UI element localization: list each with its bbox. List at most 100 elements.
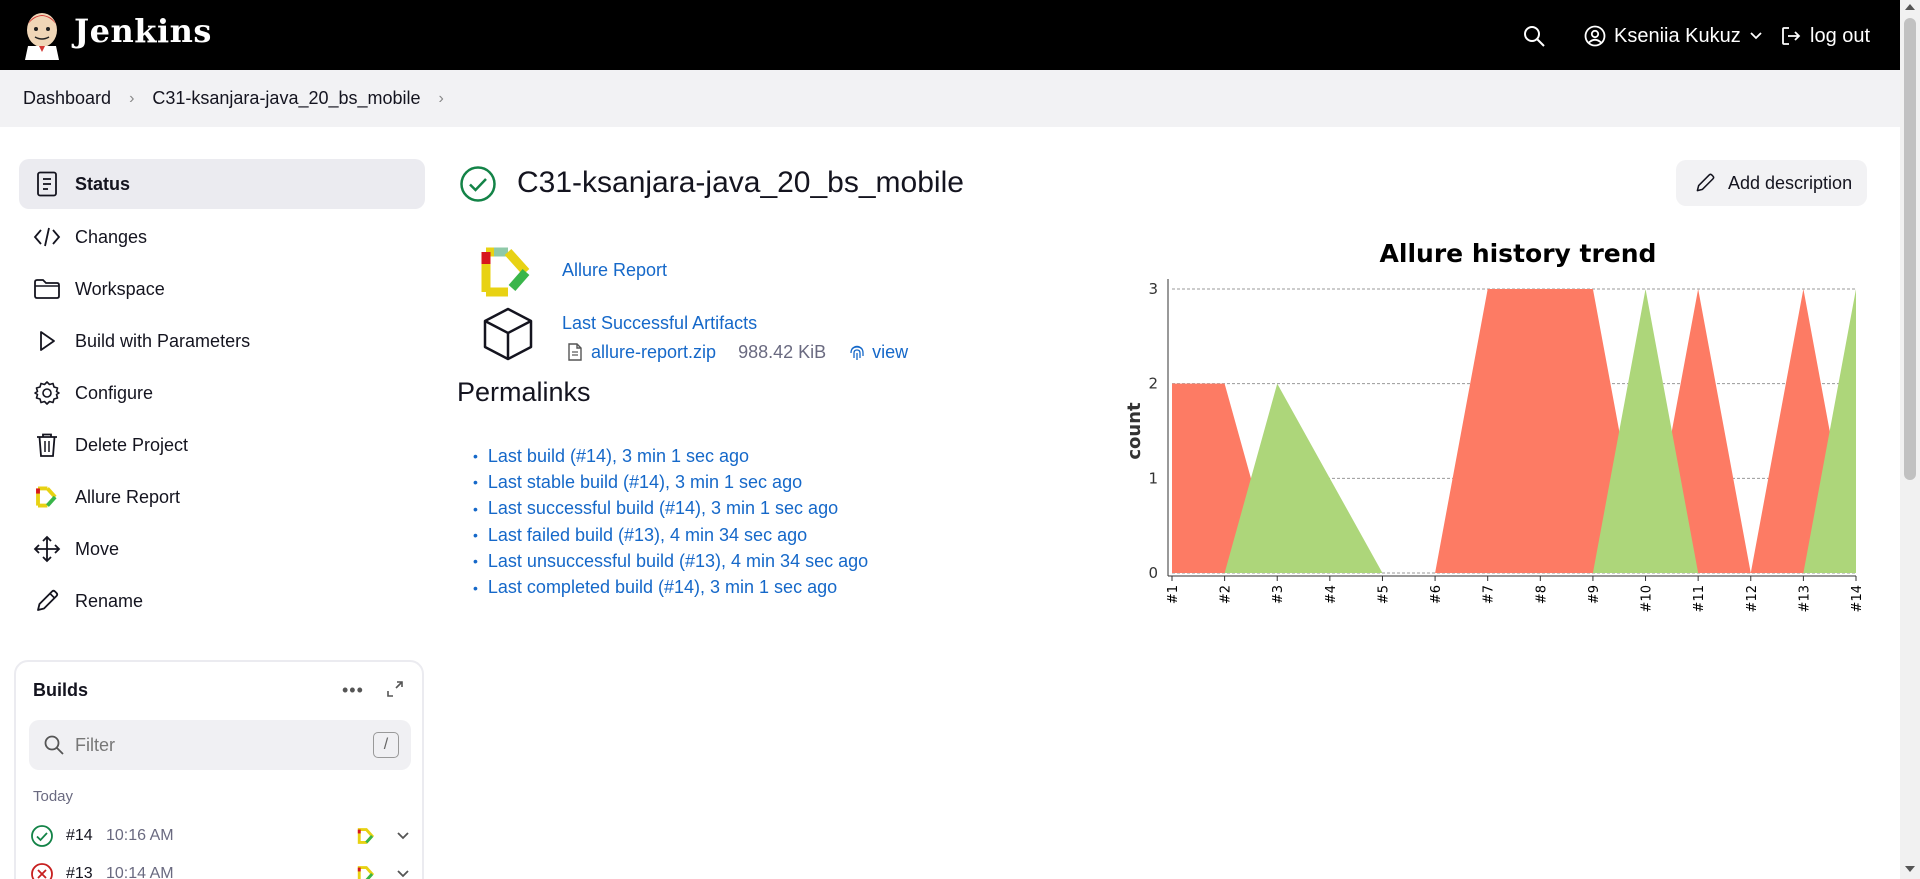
expand-icon[interactable] xyxy=(386,680,404,698)
package-icon xyxy=(483,307,533,361)
chevron-down-icon[interactable] xyxy=(396,867,410,879)
y-tick-label: 2 xyxy=(1148,375,1158,393)
sidebar-item-label: Workspace xyxy=(75,278,165,299)
sidebar-item-label: Delete Project xyxy=(75,434,189,455)
top-header: Jenkins Kseniia Kukuz log out xyxy=(0,0,1920,70)
code-icon xyxy=(33,223,61,251)
breadcrumb: Dashboard › C31-ksanjara-java_20_bs_mobi… xyxy=(0,70,1900,127)
page-title: C31-ksanjara-java_20_bs_mobile xyxy=(517,166,964,199)
sidebar-item-changes[interactable]: Changes xyxy=(19,212,425,262)
x-tick-label: #9 xyxy=(1587,585,1602,604)
permalink-last-failed-build[interactable]: Last failed build (#13), 4 min 34 sec ag… xyxy=(487,524,808,545)
y-tick-label: 0 xyxy=(1148,564,1158,582)
logout-button[interactable]: log out xyxy=(1780,22,1870,50)
breadcrumb-dashboard[interactable]: Dashboard xyxy=(23,88,112,108)
sidebar-item-allure-report[interactable]: Allure Report xyxy=(19,472,425,522)
sidebar-item-workspace[interactable]: Workspace xyxy=(19,264,425,314)
sidebar-item-label: Configure xyxy=(75,382,154,403)
chevron-right-icon[interactable]: › xyxy=(438,89,444,107)
x-tick-label: #4 xyxy=(1324,585,1339,604)
build-number[interactable]: #14 xyxy=(66,827,93,844)
last-successful-artifacts-link[interactable]: Last Successful Artifacts xyxy=(562,313,758,333)
builds-group-label: Today xyxy=(33,788,74,805)
allure-icon[interactable] xyxy=(356,827,376,845)
x-tick-label: #11 xyxy=(1692,585,1707,612)
y-tick-label: 1 xyxy=(1148,469,1158,487)
sidebar-item-build-with-parameters[interactable]: Build with Parameters xyxy=(19,316,425,366)
sidebar-item-label: Build with Parameters xyxy=(75,330,251,351)
builds-panel: Builds ••• / Today #14 10:16 AM #13 10:1… xyxy=(14,660,424,879)
add-description-button[interactable]: Add description xyxy=(1676,160,1867,206)
x-tick-label: #3 xyxy=(1271,585,1286,604)
page-scrollbar[interactable] xyxy=(1900,0,1920,879)
x-tick-label: #7 xyxy=(1482,585,1497,604)
artifact-link[interactable]: allure-report.zip xyxy=(591,341,717,362)
sidebar-item-rename[interactable]: Rename xyxy=(19,576,425,626)
build-number[interactable]: #13 xyxy=(66,865,93,879)
permalink-last-stable-build[interactable]: Last stable build (#14), 3 min 1 sec ago xyxy=(487,471,803,492)
document-icon xyxy=(33,170,61,198)
list-item: Last stable build (#14), 3 min 1 sec ago xyxy=(487,469,868,495)
allure-report-link[interactable]: Allure Report xyxy=(562,260,668,280)
failed-status-icon xyxy=(31,863,53,879)
chevron-down-icon[interactable] xyxy=(396,829,410,843)
logout-label: log out xyxy=(1810,24,1871,47)
list-item: Last failed build (#13), 4 min 34 sec ag… xyxy=(487,522,868,548)
list-item: Last build (#14), 3 min 1 sec ago xyxy=(487,443,868,469)
y-axis-label: count xyxy=(1124,402,1145,460)
build-row[interactable]: #13 10:14 AM xyxy=(30,858,420,879)
permalink-last-build[interactable]: Last build (#14), 3 min 1 sec ago xyxy=(487,445,750,466)
x-tick-label: #12 xyxy=(1745,585,1760,612)
series-area-2 xyxy=(1172,289,1856,573)
more-options-icon[interactable]: ••• xyxy=(342,680,364,700)
artifact-view-link[interactable]: view xyxy=(872,341,909,362)
list-item: Last successful build (#14), 3 min 1 sec… xyxy=(487,496,868,522)
sidebar-item-label: Changes xyxy=(75,226,148,247)
x-tick-label: #13 xyxy=(1797,585,1812,612)
allure-logo-icon[interactable] xyxy=(478,244,536,300)
user-icon xyxy=(1584,25,1606,47)
search-icon[interactable] xyxy=(1522,24,1546,48)
filter-shortcut-key: / xyxy=(373,732,399,758)
jenkins-logo-icon[interactable] xyxy=(22,10,62,60)
success-status-icon xyxy=(460,166,496,202)
artifact-size: 988.42 KiB xyxy=(738,341,827,362)
file-icon xyxy=(568,343,582,361)
sidebar-item-configure[interactable]: Configure xyxy=(19,368,425,418)
sidebar-item-label: Status xyxy=(75,173,131,194)
add-description-label: Add description xyxy=(1728,172,1853,193)
breadcrumb-project[interactable]: C31-ksanjara-java_20_bs_mobile xyxy=(152,88,421,108)
builds-title: Builds xyxy=(33,680,89,700)
x-tick-label: #8 xyxy=(1534,585,1549,604)
filter-input[interactable] xyxy=(75,728,355,762)
brand-name[interactable]: Jenkins xyxy=(74,12,212,50)
play-icon xyxy=(33,327,61,355)
permalink-last-successful-build[interactable]: Last successful build (#14), 3 min 1 sec… xyxy=(487,498,839,519)
sidebar-item-label: Rename xyxy=(75,590,144,611)
permalinks-list: Last build (#14), 3 min 1 sec ago Last s… xyxy=(487,443,869,601)
scroll-thumb[interactable] xyxy=(1904,18,1916,480)
sidebar-item-delete-project[interactable]: Delete Project xyxy=(19,420,425,470)
pencil-icon xyxy=(33,587,61,615)
scroll-down-arrow-icon[interactable] xyxy=(1905,866,1915,872)
permalink-last-completed-build[interactable]: Last completed build (#14), 3 min 1 sec … xyxy=(487,577,838,598)
allure-icon xyxy=(33,483,61,511)
permalink-last-unsuccessful-build[interactable]: Last unsuccessful build (#13), 4 min 34 … xyxy=(487,550,869,571)
gear-icon xyxy=(33,379,61,407)
user-menu[interactable]: Kseniia Kukuz xyxy=(1584,22,1763,50)
y-tick-label: 3 xyxy=(1148,280,1158,298)
chevron-down-icon xyxy=(1750,32,1762,40)
sidebar-item-status[interactable]: Status xyxy=(19,159,425,209)
allure-history-trend-chart[interactable]: Allure history trend count 0 1 2 3 #1 #2 #3 #4 #5 #… xyxy=(1118,230,1878,620)
list-item: Last completed build (#14), 3 min 1 sec … xyxy=(487,574,868,600)
sidebar-item-move[interactable]: Move xyxy=(19,524,425,574)
scroll-up-arrow-icon[interactable] xyxy=(1905,4,1915,10)
build-row[interactable]: #14 10:16 AM xyxy=(30,820,420,852)
x-tick-label: #1 xyxy=(1166,585,1181,604)
list-item: Last unsuccessful build (#13), 4 min 34 … xyxy=(487,548,869,574)
x-tick-label: #10 xyxy=(1640,585,1655,612)
fingerprint-icon xyxy=(850,345,864,360)
artifact-row: allure-report.zip 988.42 KiB view xyxy=(567,340,908,364)
allure-icon[interactable] xyxy=(356,865,376,879)
x-tick-label: #14 xyxy=(1850,585,1865,612)
